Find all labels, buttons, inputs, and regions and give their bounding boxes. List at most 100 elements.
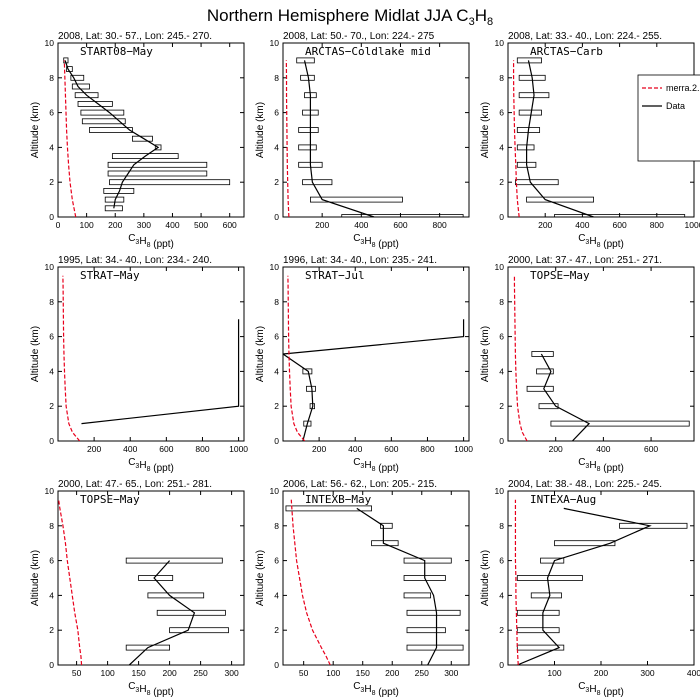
x-axis-label: C3H8 (ppt) bbox=[578, 457, 624, 474]
y-tick-label: 4 bbox=[274, 142, 279, 152]
y-tick-label: 0 bbox=[49, 212, 54, 222]
model-profile bbox=[514, 499, 519, 665]
x-tick-label: 600 bbox=[613, 220, 627, 230]
x-axis-label: C3H8 (ppt) bbox=[128, 457, 174, 474]
x-tick-label: 100 bbox=[326, 668, 340, 678]
range-box bbox=[554, 540, 616, 547]
range-box bbox=[380, 522, 393, 529]
x-tick-label: 800 bbox=[195, 444, 209, 454]
panel-header: 2004, Lat: 38.- 48., Lon: 225.- 245. bbox=[508, 479, 662, 490]
campaign-label: INTEXB−May bbox=[305, 493, 372, 506]
range-box bbox=[125, 557, 223, 564]
range-box bbox=[81, 118, 126, 125]
panel-header: 1995, Lat: 34.- 40., Lon: 234.- 240. bbox=[58, 255, 212, 266]
x-tick-label: 400 bbox=[687, 668, 700, 678]
data-profile bbox=[81, 319, 240, 425]
data-profile bbox=[128, 560, 196, 665]
plot-area bbox=[513, 275, 690, 441]
plot-frame bbox=[282, 266, 470, 442]
y-axis-label: Altitude (km) bbox=[30, 102, 41, 158]
y-tick-label: 4 bbox=[499, 590, 504, 600]
plot-area bbox=[512, 57, 686, 217]
plot-frame bbox=[282, 490, 470, 666]
x-tick-label: 50 bbox=[299, 668, 309, 678]
range-box bbox=[107, 170, 208, 177]
legend-box bbox=[637, 74, 700, 162]
x-tick-label: 400 bbox=[348, 444, 362, 454]
x-tick-label: 600 bbox=[384, 444, 398, 454]
y-tick-label: 4 bbox=[49, 590, 54, 600]
y-tick-label: 2 bbox=[499, 625, 504, 635]
x-tick-label: 600 bbox=[159, 444, 173, 454]
range-box bbox=[516, 144, 535, 151]
x-tick-label: 800 bbox=[650, 220, 664, 230]
range-box bbox=[406, 627, 446, 634]
y-tick-label: 10 bbox=[495, 262, 505, 272]
model-profile bbox=[58, 499, 83, 665]
plot-frame bbox=[57, 490, 245, 666]
model-profile bbox=[285, 60, 290, 217]
range-box bbox=[169, 627, 229, 634]
y-tick-label: 4 bbox=[49, 142, 54, 152]
panel-8: 2006, Lat: 56.- 62., Lon: 205.- 215. INTE… bbox=[255, 479, 470, 698]
y-tick-label: 6 bbox=[49, 556, 54, 566]
y-tick-label: 6 bbox=[49, 108, 54, 118]
panel-header: 2006, Lat: 56.- 62., Lon: 205.- 215. bbox=[283, 479, 437, 490]
y-tick-label: 10 bbox=[495, 486, 505, 496]
y-axis-label: Altitude (km) bbox=[480, 550, 491, 606]
panel-grid: 2008, Lat: 30.- 57., Lon: 245.- 270. STAR… bbox=[30, 31, 700, 698]
x-tick-label: 200 bbox=[108, 220, 122, 230]
x-axis-label: C3H8 (ppt) bbox=[578, 233, 624, 250]
y-tick-label: 0 bbox=[274, 212, 279, 222]
model-profile bbox=[290, 499, 331, 665]
data-profile bbox=[64, 60, 160, 209]
y-tick-label: 0 bbox=[499, 436, 504, 446]
panel-header: 2008, Lat: 33.- 40., Lon: 224.- 255. bbox=[508, 31, 662, 42]
data-profile bbox=[303, 60, 375, 217]
range-box bbox=[530, 592, 562, 599]
range-box bbox=[298, 144, 317, 151]
x-tick-label: 400 bbox=[165, 220, 179, 230]
range-box bbox=[89, 127, 133, 133]
panel-7: 2000, Lat: 47.- 65., Lon: 251.- 281. TOPS… bbox=[30, 479, 245, 698]
x-tick-label: 200 bbox=[87, 444, 101, 454]
plot-frame bbox=[507, 490, 695, 666]
campaign-label: INTEXA−Aug bbox=[530, 493, 596, 506]
y-tick-label: 10 bbox=[270, 38, 280, 48]
range-box bbox=[154, 144, 162, 151]
y-tick-label: 6 bbox=[49, 332, 54, 342]
y-tick-label: 2 bbox=[274, 625, 279, 635]
y-tick-label: 4 bbox=[499, 142, 504, 152]
y-axis-label: Altitude (km) bbox=[255, 326, 266, 382]
campaign-label: STRAT−Jul bbox=[305, 269, 365, 282]
x-tick-label: 300 bbox=[225, 668, 239, 678]
x-tick-label: 150 bbox=[132, 668, 146, 678]
y-tick-label: 0 bbox=[499, 212, 504, 222]
panel-3: 2008, Lat: 33.- 40., Lon: 224.- 255. ARCT… bbox=[480, 31, 700, 250]
y-tick-label: 8 bbox=[49, 73, 54, 83]
data-profile bbox=[540, 353, 591, 441]
y-axis-label: Altitude (km) bbox=[480, 102, 491, 158]
x-tick-label: 300 bbox=[640, 668, 654, 678]
y-tick-label: 0 bbox=[499, 660, 504, 670]
y-tick-label: 2 bbox=[49, 625, 54, 635]
x-tick-label: 250 bbox=[194, 668, 208, 678]
range-box bbox=[125, 644, 170, 651]
campaign-label: TOPSE−May bbox=[80, 493, 140, 506]
range-box bbox=[131, 135, 153, 142]
y-tick-label: 0 bbox=[274, 436, 279, 446]
y-tick-label: 4 bbox=[49, 366, 54, 376]
x-tick-label: 300 bbox=[444, 668, 458, 678]
range-box bbox=[111, 153, 179, 160]
range-box bbox=[310, 196, 403, 203]
panel-header: 2008, Lat: 50.- 70., Lon: 224.- 275 bbox=[283, 31, 435, 42]
range-box bbox=[550, 420, 690, 427]
y-tick-label: 4 bbox=[274, 590, 279, 600]
x-tick-label: 200 bbox=[594, 668, 608, 678]
x-tick-label: 200 bbox=[538, 220, 552, 230]
range-box bbox=[147, 592, 205, 599]
x-tick-label: 600 bbox=[223, 220, 237, 230]
range-box bbox=[518, 109, 542, 116]
y-tick-label: 10 bbox=[270, 262, 280, 272]
range-box bbox=[109, 179, 231, 186]
